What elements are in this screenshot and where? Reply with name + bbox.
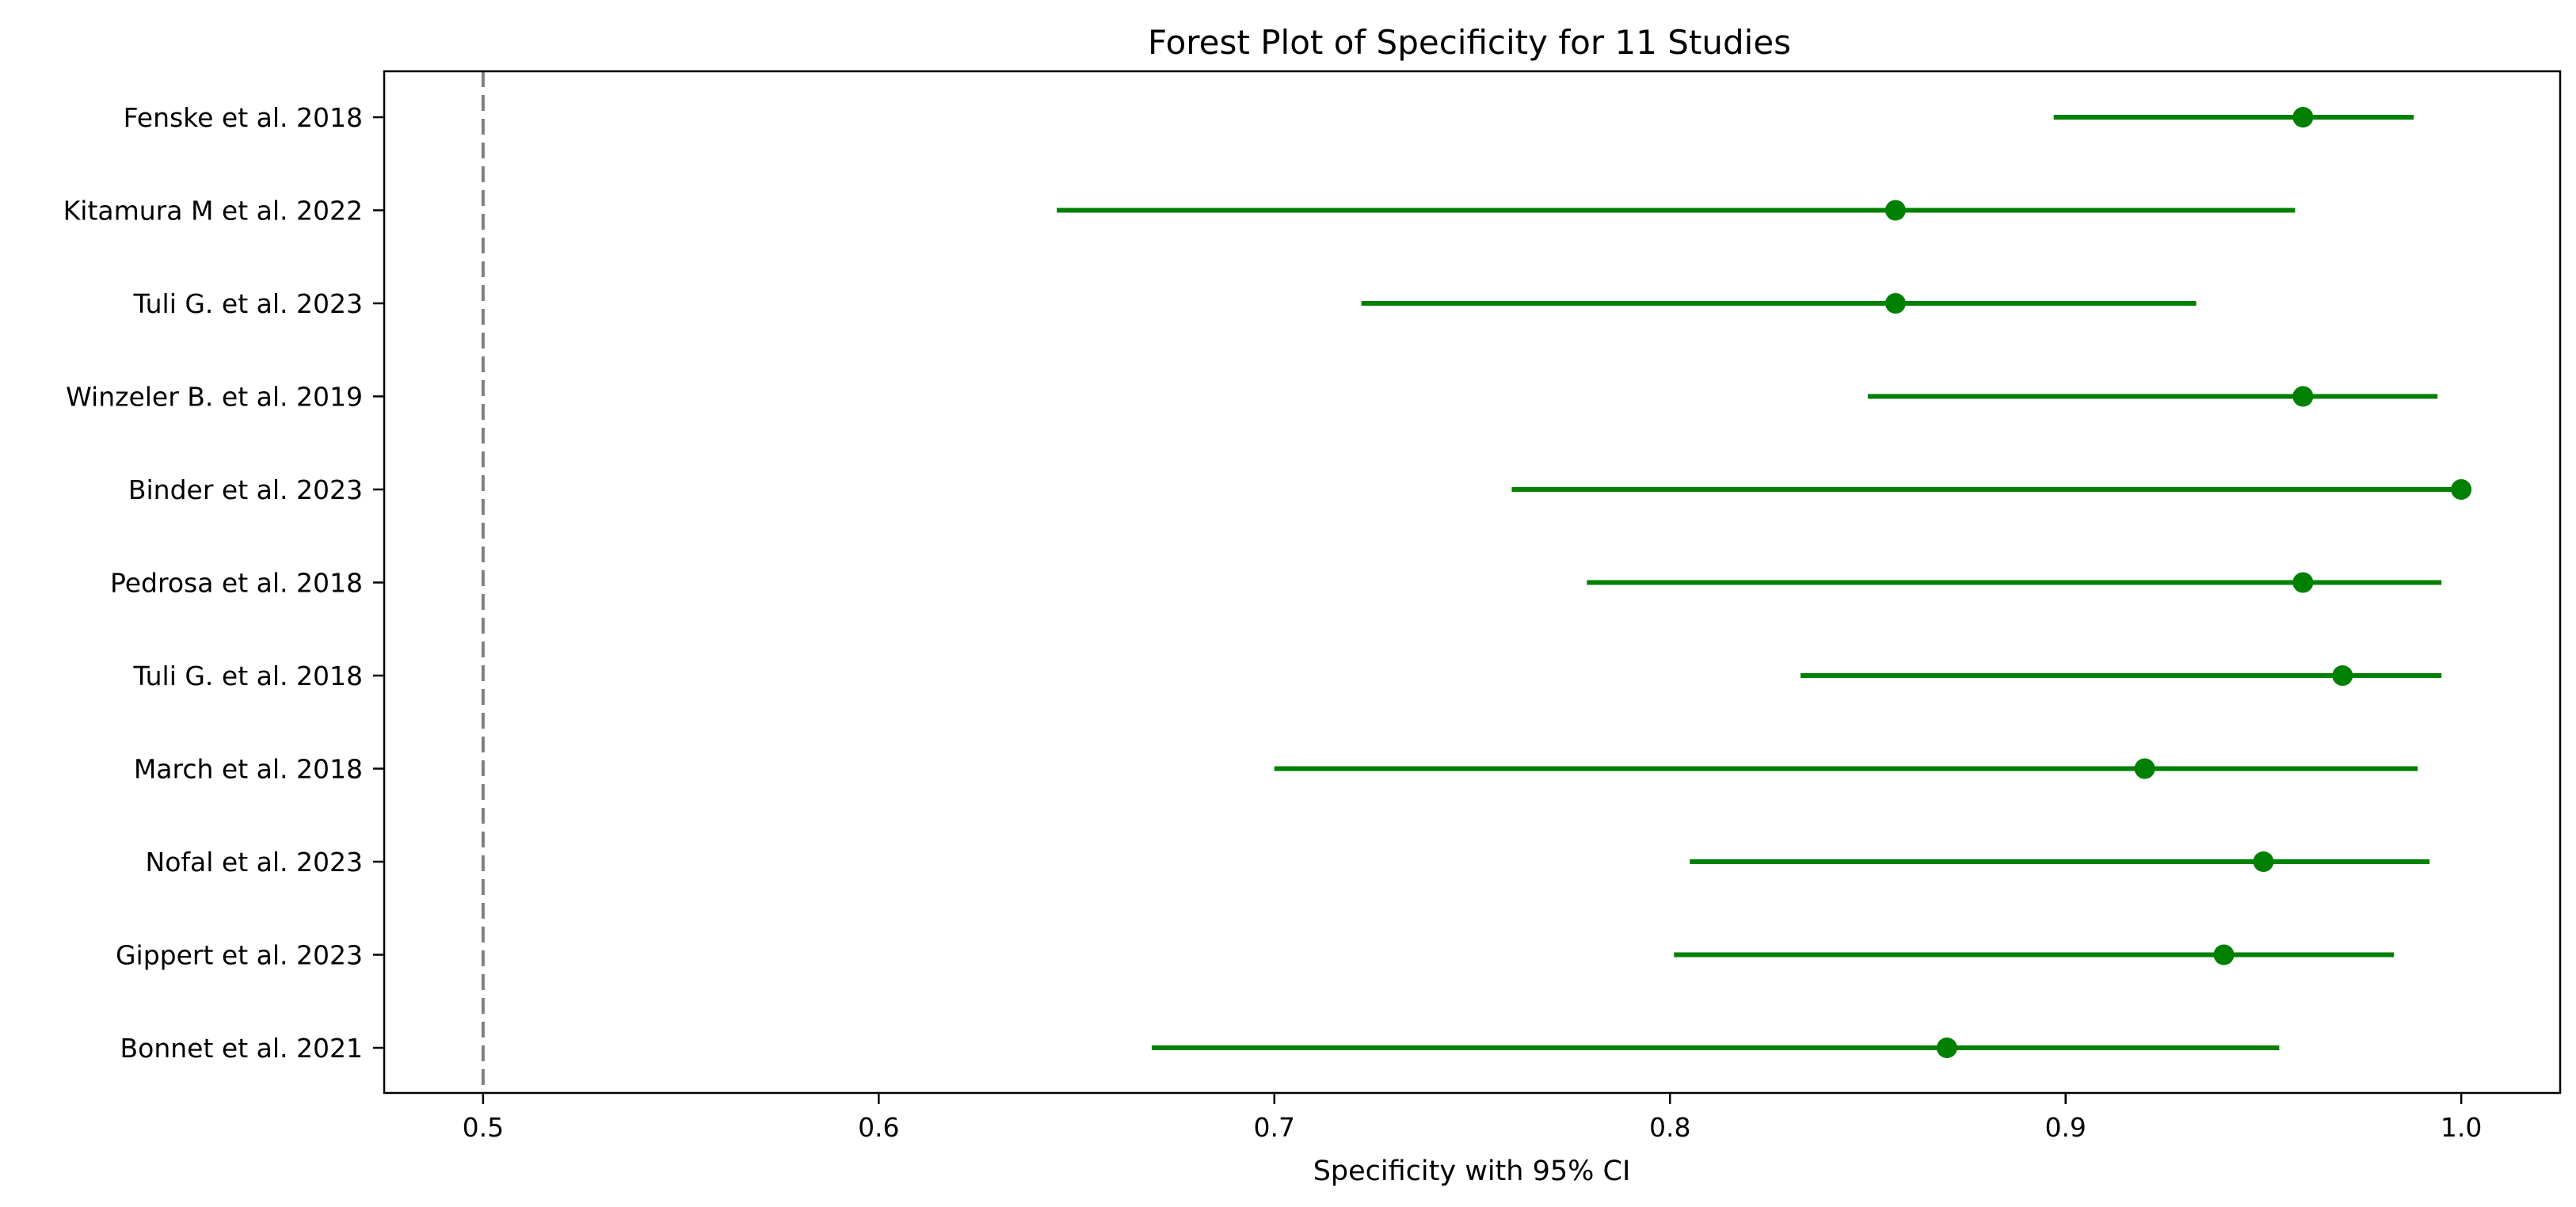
point-estimate [2213, 944, 2235, 965]
point-estimate [2134, 758, 2155, 779]
points-layer [1884, 107, 2472, 1058]
y-tick-label: Fenske et al. 2018 [124, 102, 363, 133]
point-estimate [1884, 293, 1906, 314]
point-estimate [2292, 386, 2314, 407]
y-tick-label: Gippert et al. 2023 [116, 940, 363, 971]
y-tick-label: March et al. 2018 [134, 754, 363, 785]
x-axis-label: Specificity with 95% CI [1313, 1156, 1631, 1187]
point-estimate [2292, 107, 2314, 128]
point-estimate [1936, 1038, 1957, 1058]
y-tick-label: Winzeler B. et al. 2019 [66, 382, 363, 413]
y-tick-label: Tuli G. et al. 2018 [132, 661, 363, 691]
point-estimate [2292, 572, 2314, 593]
y-tick-label: Bonnet et al. 2021 [120, 1033, 363, 1064]
x-tick-label: 0.9 [2044, 1112, 2086, 1143]
chart-title: Forest Plot of Specificity for 11 Studie… [1148, 23, 1791, 62]
ci-lines-layer [1057, 115, 2462, 1050]
point-estimate [1884, 200, 1906, 221]
x-tick-label: 0.8 [1649, 1112, 1690, 1143]
point-estimate [2451, 479, 2472, 500]
x-tick-label: 0.6 [858, 1112, 899, 1143]
ticks-layer: Fenske et al. 2018 Kitamura M et al. 2022… [63, 102, 2483, 1143]
x-tick-label: 1.0 [2441, 1112, 2482, 1143]
point-estimate [2332, 665, 2353, 686]
y-tick-label: Tuli G. et al. 2023 [132, 288, 363, 319]
y-tick-label: Pedrosa et al. 2018 [110, 568, 363, 599]
x-tick-label: 0.7 [1254, 1112, 1295, 1143]
x-tick-label: 0.5 [463, 1112, 504, 1143]
y-tick-label: Binder et al. 2023 [128, 474, 363, 505]
y-tick-label: Kitamura M et al. 2022 [63, 196, 363, 227]
point-estimate [2253, 851, 2274, 872]
y-tick-label: Nofal et al. 2023 [146, 847, 363, 878]
